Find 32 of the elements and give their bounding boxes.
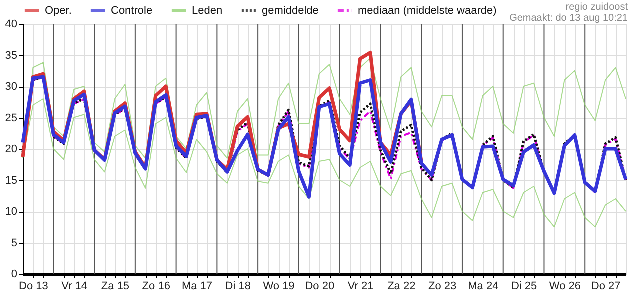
- legend-label: Controle: [111, 5, 153, 17]
- x-tick-label: Wo 19: [263, 280, 295, 292]
- x-tick-label: Wo 26: [549, 280, 581, 292]
- x-tick-label: Do 20: [305, 280, 335, 292]
- y-tick-label: 20: [5, 144, 18, 156]
- x-tick-label: Do 27: [591, 280, 621, 292]
- legend-label: mediaan (middelste waarde): [358, 5, 497, 17]
- x-tick-label: Do 13: [19, 280, 48, 292]
- x-tick-label: Ma 24: [468, 280, 499, 292]
- legend-label: gemiddelde: [262, 5, 319, 17]
- x-tick-label: Di 25: [511, 280, 538, 292]
- x-tick-label: Zo 16: [142, 280, 170, 292]
- x-tick-label: Za 15: [101, 280, 130, 292]
- legend-label: Oper.: [45, 5, 72, 17]
- x-tick-label: Zo 23: [428, 280, 457, 292]
- legend-label: Leden: [192, 5, 223, 17]
- y-tick-label: 30: [5, 81, 18, 93]
- x-tick-label: Vr 14: [62, 280, 88, 292]
- y-tick-label: 40: [5, 18, 18, 30]
- y-tick-label: 0: [11, 268, 18, 280]
- y-tick-label: 25: [5, 112, 18, 124]
- x-tick-label: Ma 17: [182, 280, 213, 292]
- y-tick-label: 5: [11, 237, 18, 250]
- y-tick-label: 35: [5, 50, 18, 62]
- x-tick-label: Di 18: [225, 280, 251, 292]
- text: regio zuidoost: [566, 2, 628, 13]
- x-tick-label: Vr 21: [348, 280, 374, 292]
- text: Gemaakt: do 13 aug 10:21: [510, 13, 628, 24]
- line-series: [22, 98, 626, 228]
- y-tick-label: 15: [5, 174, 18, 187]
- y-tick-label: 10: [5, 206, 18, 218]
- x-tick-label: Za 22: [388, 280, 416, 292]
